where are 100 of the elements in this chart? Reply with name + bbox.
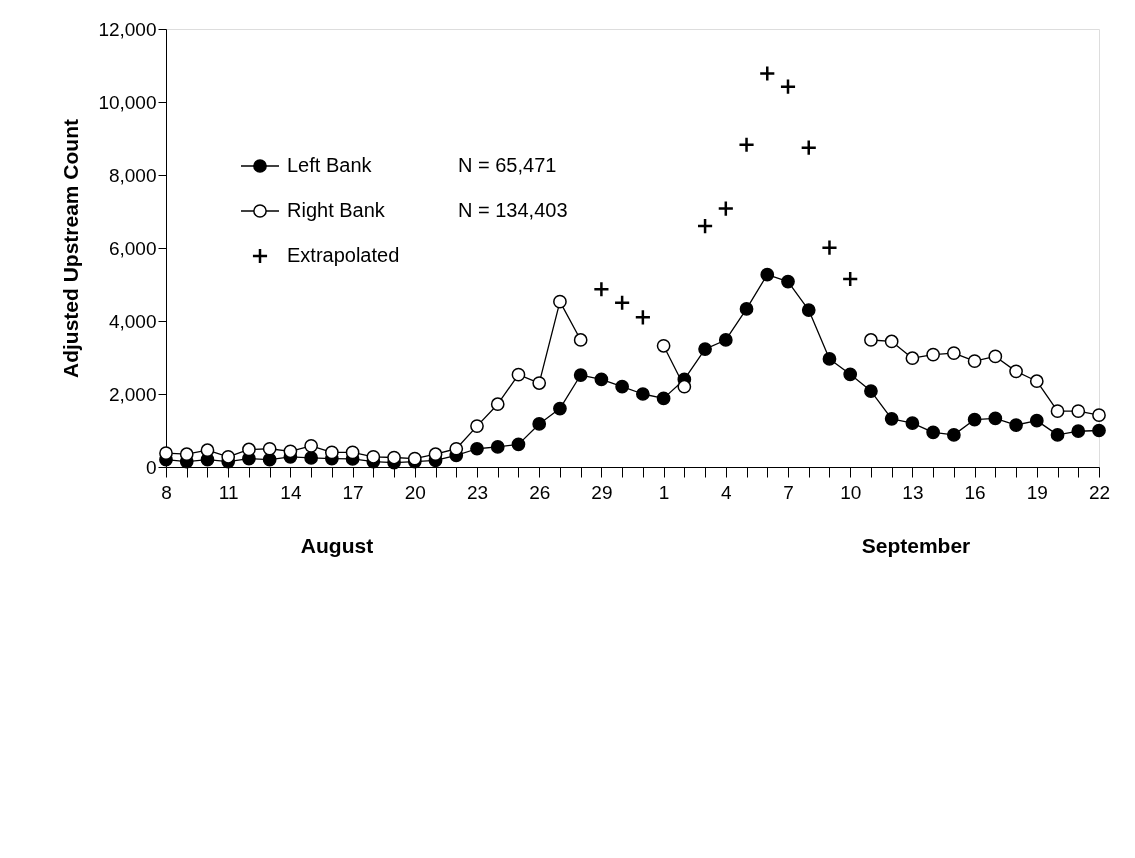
point	[1029, 413, 1044, 428]
y-tick-label: 6,000	[108, 237, 157, 259]
point	[905, 416, 920, 431]
point	[304, 438, 319, 453]
point	[573, 333, 588, 347]
point	[926, 347, 941, 362]
point	[262, 441, 277, 456]
y-tick-label: 0	[145, 456, 157, 478]
point	[1009, 364, 1023, 379]
point	[532, 417, 547, 431]
y-tick-label: 4,000	[108, 310, 157, 332]
point	[304, 451, 319, 465]
point	[656, 391, 671, 406]
point	[760, 267, 775, 282]
x-tick-label: 11	[218, 481, 239, 503]
point	[843, 367, 858, 382]
point	[1092, 423, 1106, 438]
point	[696, 217, 714, 235]
point	[738, 136, 755, 154]
y-tick-label: 8,000	[108, 164, 157, 186]
point	[884, 334, 899, 349]
point	[449, 441, 464, 456]
point	[1029, 374, 1044, 389]
point	[1050, 428, 1065, 442]
point	[821, 239, 838, 256]
point	[779, 78, 797, 95]
point	[656, 338, 671, 353]
point	[781, 274, 795, 289]
point	[864, 384, 878, 398]
y-tick-label: 12,000	[98, 18, 157, 40]
point	[573, 368, 588, 382]
point	[490, 397, 505, 412]
point	[387, 450, 401, 465]
x-tick-label: 10	[840, 481, 862, 503]
point	[1071, 424, 1086, 439]
x-tick-label: 16	[964, 481, 986, 503]
x-tick-label: 7	[783, 481, 794, 503]
point	[718, 333, 733, 347]
annotation: N = 134,403	[458, 199, 568, 221]
x-tick-label: 29	[591, 481, 613, 503]
point	[553, 401, 567, 416]
point	[884, 411, 899, 426]
annotation: N = 65,471	[458, 154, 557, 176]
text: September	[861, 534, 971, 557]
point	[822, 352, 837, 366]
point	[200, 443, 215, 458]
point	[221, 449, 236, 464]
point	[594, 372, 609, 387]
point	[470, 441, 484, 456]
legend-label: Extrapolated	[287, 244, 400, 266]
x-tick-label: 8	[161, 481, 172, 503]
point	[532, 376, 547, 390]
x-tick-label: 26	[529, 481, 551, 503]
point	[988, 349, 1003, 364]
point	[864, 333, 878, 347]
point	[179, 447, 194, 462]
y-tick-label: 2,000	[108, 383, 157, 405]
point	[946, 346, 961, 360]
point	[1071, 404, 1086, 419]
point	[511, 437, 526, 452]
point	[1009, 418, 1023, 432]
x-tick-label: 4	[721, 481, 733, 503]
point	[159, 446, 173, 460]
point	[262, 452, 277, 467]
point	[634, 309, 652, 326]
point	[967, 412, 982, 427]
point	[345, 445, 360, 460]
point	[926, 425, 941, 440]
point	[801, 303, 816, 317]
point	[698, 342, 712, 356]
point	[366, 449, 381, 464]
point	[242, 442, 256, 457]
text: August	[300, 534, 374, 557]
point	[1050, 404, 1065, 419]
legend-label: Left Bank	[287, 154, 373, 176]
y-axis-title: Adjusted Upstream Count	[59, 118, 83, 379]
point	[553, 294, 567, 309]
point	[946, 428, 961, 442]
point	[967, 354, 982, 369]
point	[677, 379, 692, 394]
point	[841, 270, 859, 288]
legend-label: Right Bank	[287, 199, 386, 221]
point	[1092, 408, 1106, 423]
point	[511, 367, 526, 382]
point	[739, 302, 754, 316]
point	[905, 351, 920, 366]
point	[593, 280, 610, 298]
x-tick-label: 14	[280, 481, 302, 503]
x-tick-label: 1	[658, 481, 670, 503]
point	[428, 447, 443, 462]
point	[615, 379, 630, 394]
point	[324, 445, 339, 460]
point	[283, 444, 298, 459]
y-tick-label: 10,000	[98, 91, 157, 113]
x-tick-label: 19	[1026, 481, 1048, 503]
point	[613, 294, 631, 312]
x-tick-label: 13	[902, 481, 924, 503]
x-tick-label: 20	[404, 481, 426, 503]
point	[758, 65, 776, 82]
x-tick-label: 17	[342, 481, 364, 503]
